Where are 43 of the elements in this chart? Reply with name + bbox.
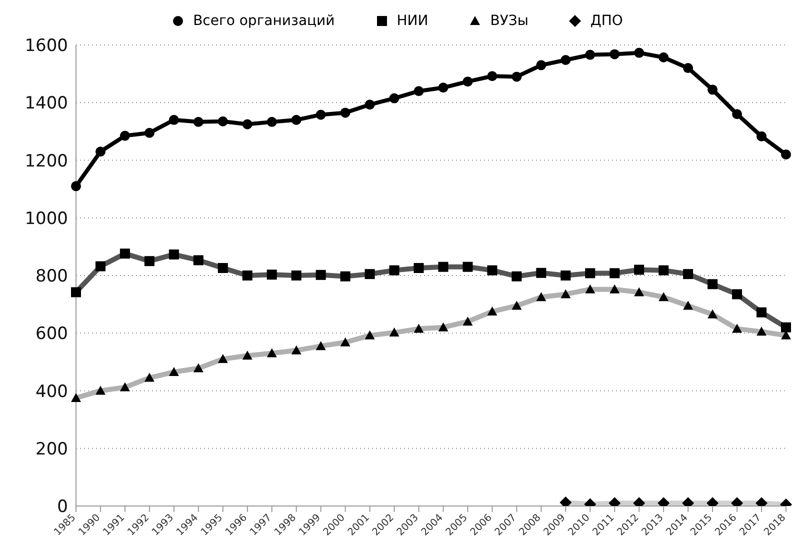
point bbox=[585, 50, 596, 60]
point bbox=[242, 119, 252, 130]
point bbox=[634, 48, 644, 58]
point bbox=[708, 84, 718, 95]
point bbox=[462, 76, 473, 87]
point bbox=[193, 116, 204, 127]
legend-label: ВУЗы bbox=[490, 13, 528, 29]
point bbox=[512, 72, 522, 82]
legend-label: НИИ bbox=[396, 13, 428, 29]
y-tick-label: 400 bbox=[36, 382, 68, 402]
point bbox=[95, 146, 106, 157]
legend-label: ДПО bbox=[590, 13, 623, 29]
point bbox=[414, 86, 424, 96]
y-tick-label: 1600 bbox=[24, 36, 68, 56]
y-tick-label: 200 bbox=[36, 439, 68, 460]
point bbox=[120, 130, 130, 141]
point bbox=[144, 128, 154, 138]
point bbox=[266, 116, 277, 127]
point bbox=[658, 52, 669, 62]
point bbox=[610, 49, 620, 60]
point bbox=[71, 181, 81, 192]
point bbox=[732, 109, 742, 120]
point bbox=[781, 149, 791, 160]
y-tick-label: 800 bbox=[36, 266, 68, 287]
y-tick-label: 600 bbox=[36, 324, 68, 344]
point bbox=[560, 54, 571, 65]
point bbox=[683, 63, 694, 74]
point bbox=[218, 116, 228, 126]
point bbox=[364, 100, 375, 110]
point bbox=[536, 60, 546, 70]
y-tick-label: 1400 bbox=[24, 94, 68, 114]
y-tick-label: 0 bbox=[57, 497, 68, 518]
point bbox=[168, 114, 179, 125]
point bbox=[340, 108, 350, 118]
point bbox=[487, 71, 498, 82]
legend-label: Всего организаций bbox=[193, 13, 335, 29]
y-tick-label: 1200 bbox=[24, 151, 68, 172]
y-tick-label: 1000 bbox=[24, 208, 68, 229]
point bbox=[316, 110, 326, 120]
point bbox=[756, 131, 767, 142]
point bbox=[291, 114, 302, 125]
point bbox=[438, 82, 448, 93]
point bbox=[389, 93, 400, 104]
